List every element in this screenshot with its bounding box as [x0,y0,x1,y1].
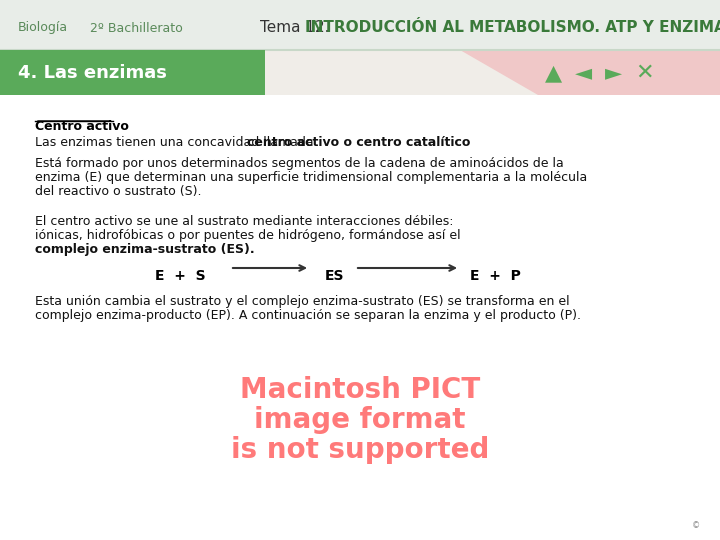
Bar [0,0,720,50]
Text: E  +  S: E + S [155,269,206,283]
Text: Las enzimas tienen una concavidad llamada: Las enzimas tienen una concavidad llamad… [35,136,318,149]
Text: complejo enzima-sustrato (ES).: complejo enzima-sustrato (ES). [35,243,255,256]
Text: ▲: ▲ [545,63,562,83]
Text: ES: ES [325,269,344,283]
Text: enzima (E) que determinan una superficie tridimensional complementaria a la molé: enzima (E) que determinan una superficie… [35,171,588,184]
Text: ©: © [692,521,700,530]
Text: ►: ► [605,63,622,83]
Text: .: . [419,136,423,149]
Text: E  +  P: E + P [470,269,521,283]
Text: iónicas, hidrofóbicas o por puentes de hidrógeno, formándose así el: iónicas, hidrofóbicas o por puentes de h… [35,229,461,242]
Text: del reactivo o sustrato (S).: del reactivo o sustrato (S). [35,185,202,198]
Text: complejo enzima-producto (EP). A continuación se separan la enzima y el producto: complejo enzima-producto (EP). A continu… [35,309,581,322]
Text: Está formado por unos determinados segmentos de la cadena de aminoácidos de la: Está formado por unos determinados segme… [35,157,564,170]
Text: 4. Las enzimas: 4. Las enzimas [18,64,167,82]
Text: ◄: ◄ [575,63,592,83]
Text: Centro activo: Centro activo [35,120,129,133]
Text: ✕: ✕ [635,63,654,83]
Text: centro activo o centro catalítico: centro activo o centro catalítico [247,136,470,149]
Text: Biología: Biología [18,22,68,35]
Text: Tema 12.: Tema 12. [260,21,334,36]
Bar [0,95,720,540]
Polygon shape [460,50,720,200]
Text: Macintosh PICT: Macintosh PICT [240,376,480,404]
Text: El centro activo se une al sustrato mediante interacciones débiles:: El centro activo se une al sustrato medi… [35,215,454,228]
Text: is not supported: is not supported [231,436,489,464]
Text: INTRODUCCIÓN AL METABOLISMO. ATP Y ENZIMAS: INTRODUCCIÓN AL METABOLISMO. ATP Y ENZIM… [305,21,720,36]
Bar [0,50,265,95]
Text: 2º Bachillerato: 2º Bachillerato [90,22,183,35]
Text: image format: image format [254,406,466,434]
Text: Esta unión cambia el sustrato y el complejo enzima-sustrato (ES) se transforma e: Esta unión cambia el sustrato y el compl… [35,295,570,308]
